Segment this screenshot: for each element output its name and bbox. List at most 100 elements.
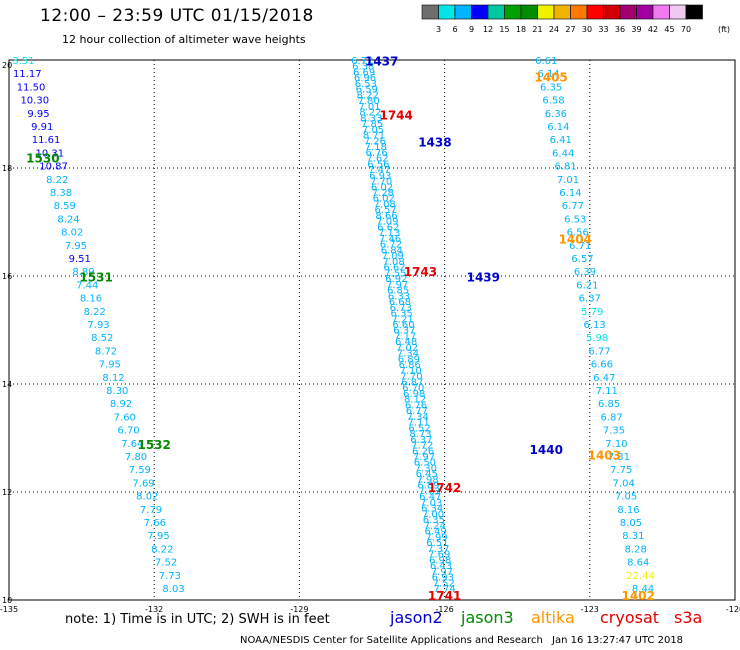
wave-height-value: 8.28 [625,544,647,555]
wave-height-value: 6.85 [387,286,409,297]
wave-height-value: 7.59 [129,465,151,476]
wave-height-value: 8.31 [622,531,644,542]
plot-frame [8,59,736,601]
pass-number-label: 1440 [530,443,563,457]
pass-number-label: 1437 [365,54,398,68]
wave-height-value: 6.37 [393,326,415,337]
wave-height-value: 7.30 [415,463,437,474]
wave-height-value: 6.93 [369,171,391,182]
wave-height-value: 7.75 [610,465,632,476]
wave-height-value: 6.53 [355,79,377,90]
x-tick-label: -123 [581,605,599,614]
legend-altika: altika [531,608,575,627]
wave-height-value: 7.01 [557,175,579,186]
wave-height-value: 6.81 [554,162,576,173]
y-tick-label: 20 [2,61,12,70]
wave-height-value: 6.38 [352,62,374,73]
wave-height-value: 6.50 [414,458,436,469]
wave-height-value: 8.71 [363,131,385,142]
wave-height-value: 7.28 [372,188,394,199]
wave-height-value: 7.11 [596,386,618,397]
wave-height-value: 7.01 [358,102,380,113]
wave-height-value: 6.57 [374,205,396,216]
wave-height-value: 8.22 [357,90,379,101]
wave-height-value: 6.33 [388,291,410,302]
wave-height-value: 6.77 [406,406,428,417]
wave-height-value: 6.87 [401,377,423,388]
wave-height-value: 8.22 [84,307,106,318]
pass-number-label: 1404 [559,233,592,247]
wave-height-value: 10.30 [20,96,49,107]
wave-height-value: 8.44 [632,584,654,595]
wave-height-value: 6.48 [395,337,417,348]
wave-height-value: 7.74 [433,584,455,595]
colorbar-label: 9 [469,25,474,34]
wave-height-value: 6.57 [571,254,593,265]
wave-height-value: 7.69 [132,478,154,489]
wave-height-value: 6.98 [403,389,425,400]
wave-height-value: 6.62 [383,263,405,274]
wave-height-value: 6.34 [421,504,443,515]
wave-height-value: 7.85 [361,119,383,130]
wave-height-value: 6.52 [408,423,430,434]
pass-number-label: 1402 [621,589,654,603]
wave-height-value: 6.59 [356,85,378,96]
wave-height-value: 5.79 [581,307,603,318]
colorbar-label: 27 [565,25,575,34]
wave-height-value: 6.39 [574,267,596,278]
wave-height-value: 7.62 [366,154,388,165]
wave-height-value: 6.43 [430,561,452,572]
wave-height-value: 6.77 [562,201,584,212]
pass-number-label: 1532 [137,438,170,452]
wave-height-value: 7.09 [376,217,398,228]
wave-height-value: 6.21 [576,280,598,291]
wave-height-value: 6.62 [377,222,399,233]
wave-height-value: 6.35 [423,515,445,526]
wave-height-value: 6.49 [425,527,447,538]
wave-height-value: 6.41 [550,135,572,146]
y-tick-label: 12 [2,488,12,497]
wave-height-value: 6.71 [569,241,591,252]
legend-jason2: jason2 [390,608,443,627]
colorbar-label: 36 [615,25,625,34]
note-text: note: 1) Time is in UTC; 2) SWH is in fe… [65,612,330,627]
wave-height-value: 6.77 [588,346,610,357]
y-tick-label: 10 [2,596,12,605]
wave-height-value: 8.52 [91,333,113,344]
wave-height-value: 8.92 [110,399,132,410]
wave-height-value: 7.26 [364,136,386,147]
wave-height-value: 7.34 [407,412,429,423]
wave-height-value: 7.64 [121,439,143,450]
wave-height-value: 8.66 [375,211,397,222]
wave-height-value: 6.36 [545,109,567,120]
wave-height-value: 6.56 [367,159,389,170]
wave-height-value: 7.24 [424,521,446,532]
pass-number-label: 1743 [404,265,437,279]
wave-height-value: 6.85 [598,399,620,410]
wave-height-value: 10.31 [35,148,64,159]
pass-number-label: 1405 [534,71,567,85]
colorbar: 3 6 9 12 15 18 21 24 27 30 33 36 39 42 45 70 (ft) [421,4,730,34]
wave-height-value: 6.96 [354,73,376,84]
wave-height-value: 6.47 [419,492,441,503]
wave-height-value: 8.73 [409,429,431,440]
x-tick-label: -129 [290,605,308,614]
wave-height-value: 6.84 [381,245,403,256]
colorbar-label: 39 [631,25,641,34]
wave-height-value: 7.70 [370,177,392,188]
y-tick-label: 18 [2,164,12,173]
wave-height-value: 7.11 [408,418,430,429]
wave-height-value: 6.14 [559,188,581,199]
pass-number-label: 1438 [418,135,451,149]
wave-height-value: 7.72 [411,441,433,452]
colorbar-label: 6 [452,25,457,34]
wave-height-value: 7.13 [378,228,400,239]
colorbar-label: 70 [681,25,691,34]
wave-height-value: 6.14 [538,69,560,80]
colorbar-label: 30 [582,25,592,34]
wave-height-value: 7.69 [428,550,450,561]
wave-height-value: 6.86 [399,360,421,371]
wave-height-value: 7.97 [413,452,435,463]
page-subtitle: 12 hour collection of altimeter wave hei… [62,33,306,46]
